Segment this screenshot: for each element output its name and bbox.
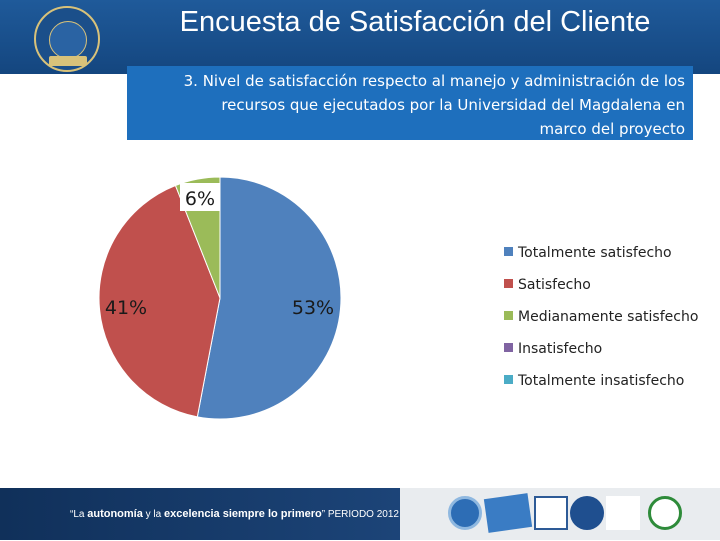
seal-ribbon — [49, 56, 87, 66]
slogan-bold-excelencia: excelencia siempre lo primero — [163, 508, 322, 520]
footer-slogan-panel: “La autonomía y la excelencia siempre lo… — [0, 488, 430, 540]
footer-bar: “La autonomía y la excelencia siempre lo… — [0, 488, 720, 540]
accreditation-banner-logo — [483, 493, 533, 533]
slogan-bold-autonomia: autonomía — [87, 508, 143, 520]
footer-slogan: “La autonomía y la excelencia siempre lo… — [70, 488, 430, 540]
data-label-background — [180, 183, 220, 211]
legend-swatch — [504, 247, 513, 256]
shield-logo — [534, 496, 568, 530]
legend-swatch — [504, 375, 513, 384]
footer-logos-panel — [400, 488, 720, 540]
legend-item-insatisfecho: Insatisfecho — [504, 341, 602, 361]
legend-item-satisfecho: Satisfecho — [504, 277, 591, 297]
slogan-period: ” PERIODO 2012 - 2016 — [321, 509, 431, 520]
data-label-totalmente-satisfecho: 53% — [292, 297, 334, 319]
certification-badge-logo — [606, 496, 640, 530]
legend-item-totalmente-satisfecho: Totalmente satisfecho — [504, 245, 672, 265]
legend-swatch — [504, 343, 513, 352]
pie-slice-satisfecho — [98, 184, 221, 418]
pie-slice-totalmente-satisfecho — [196, 176, 342, 420]
legend-label: Insatisfecho — [518, 341, 603, 357]
legend-label: Satisfecho — [518, 277, 591, 293]
legend-item-totalmente-insatisfecho: Totalmente insatisfecho — [504, 373, 684, 393]
question-line-1: 3. Nivel de satisfacción respecto al man… — [183, 72, 685, 90]
slogan-prefix: “La — [70, 509, 88, 520]
slogan-mid: y la — [142, 509, 164, 520]
legend-label: Totalmente satisfecho — [518, 245, 672, 261]
question-line-2: recursos que ejecutados por la Universid… — [221, 96, 685, 114]
data-label-satisfecho: 41% — [105, 297, 147, 319]
page-title: Encuesta de Satisfacción del Cliente — [179, 6, 651, 38]
certification-circle-logo — [570, 496, 604, 530]
accreditation-seal-logo — [448, 496, 482, 530]
checkmark-certification-icon — [648, 496, 682, 530]
university-seal-logo — [34, 6, 100, 72]
legend-label: Medianamente satisfecho — [518, 309, 699, 325]
legend-label: Totalmente insatisfecho — [518, 373, 685, 389]
data-label-medianamente-satisfecho: 6% — [185, 188, 215, 210]
question-box: 3. Nivel de satisfacción respecto al man… — [127, 66, 693, 140]
data-label-box-medianamente — [180, 183, 220, 211]
legend-swatch — [504, 311, 513, 320]
legend-item-medianamente-satisfecho: Medianamente satisfecho — [504, 309, 698, 329]
question-line-3: marco del proyecto — [539, 120, 685, 138]
header-bar: Encuesta de Satisfacción del Cliente — [0, 0, 720, 74]
legend-swatch — [504, 279, 513, 288]
